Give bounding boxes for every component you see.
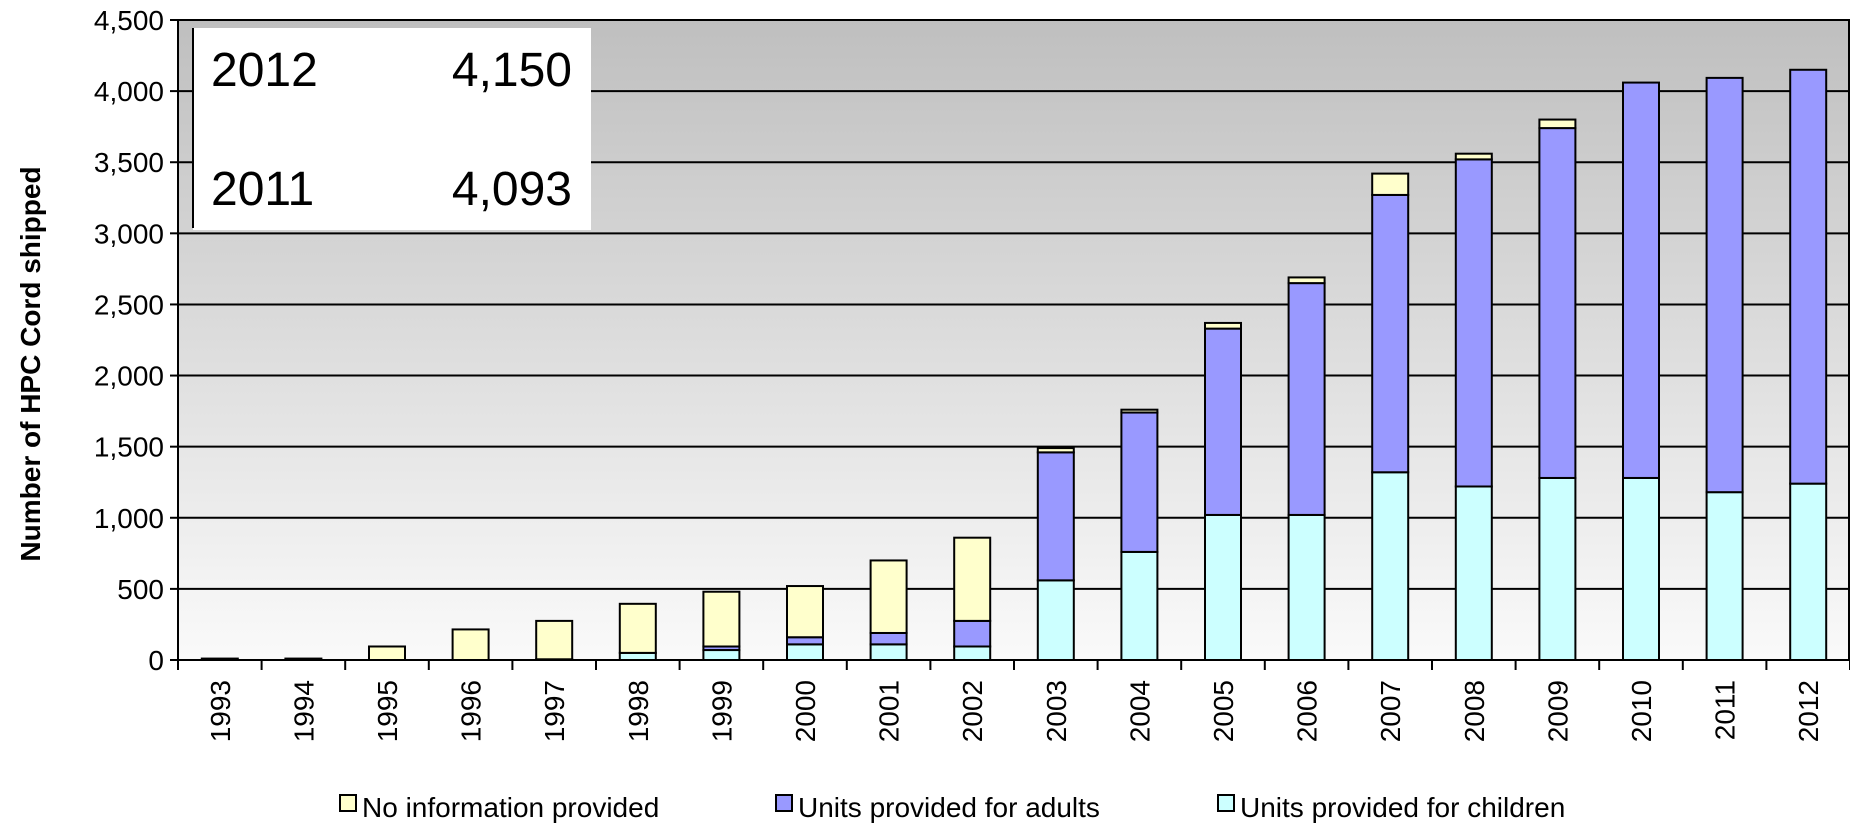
bar-segment (1371, 471, 1410, 661)
y-tick-label: 2,500 (94, 289, 164, 320)
x-tick-label: 1996 (456, 680, 487, 742)
x-tick-label: 2008 (1459, 680, 1490, 742)
bar-segment (1622, 476, 1660, 662)
bar-segment (368, 645, 406, 662)
legend-swatch (339, 794, 357, 812)
legend-swatch (1217, 794, 1235, 812)
inset-table: 2012 4,150 2011 4,093 (192, 28, 591, 230)
bar-segment (869, 559, 908, 634)
x-tick-label: 2001 (874, 680, 905, 742)
inset-value-2: 4,093 (452, 163, 572, 216)
y-tick-label: 2,000 (94, 361, 164, 392)
bar-segment (1204, 327, 1242, 516)
x-tick-labels: 1993 1994 1995 1996 1997 1998 1999 2000 2001 2002… (205, 680, 1824, 742)
bar-segment (1036, 451, 1075, 582)
y-axis-title: Number of HPC Cord shipped (15, 166, 46, 561)
bar-segment (953, 619, 992, 648)
bar-segment (1036, 579, 1075, 661)
bars (200, 68, 1828, 662)
bar-segment (953, 645, 992, 662)
bar-segment (535, 619, 574, 661)
bar-segment (1287, 282, 1326, 516)
y-tick-label: 500 (117, 574, 164, 605)
bar-segment (1705, 491, 1744, 661)
x-tick-label: 1998 (623, 680, 654, 742)
x-tick-label: 2003 (1041, 680, 1072, 742)
bar-segment (1789, 482, 1828, 661)
bar-segment (1538, 118, 1577, 130)
x-tick-label: 2010 (1626, 680, 1657, 742)
bar-segment (1204, 513, 1242, 662)
x-tick-label: 1997 (539, 680, 570, 742)
y-tick-label: 3,500 (94, 147, 164, 178)
bar-segment (1538, 127, 1577, 479)
legend: No information provided Units provided fo… (339, 792, 1565, 823)
bar-segment (1538, 476, 1577, 662)
bar-segment (1120, 411, 1159, 553)
x-tick-label: 1993 (205, 680, 236, 742)
legend-swatch (775, 794, 793, 812)
x-tick-label: 2000 (790, 680, 821, 742)
y-tick-label: 4,500 (94, 5, 164, 36)
bar-segment (1454, 158, 1493, 488)
bar-segment (869, 643, 908, 661)
bar-segment (1454, 485, 1493, 661)
bar-segment (786, 585, 824, 639)
bar-segment (1120, 550, 1159, 662)
bar-segment (1705, 76, 1744, 494)
x-tick-label: 2011 (1710, 680, 1741, 740)
x-tick-label: 1999 (706, 680, 737, 742)
bar-segment (953, 536, 992, 622)
bar-segment (1036, 447, 1075, 454)
x-tick-label: 2009 (1542, 680, 1573, 742)
bar-segment (451, 628, 490, 662)
inset-table-background (193, 28, 591, 230)
bar-segment (618, 651, 657, 662)
bar-segment (786, 636, 824, 646)
x-tick-label: 1994 (288, 680, 319, 742)
bar-segment (618, 602, 657, 654)
y-tick-label: 1,000 (94, 503, 164, 534)
bar-segment (1287, 276, 1326, 285)
y-tick-label: 1,500 (94, 432, 164, 463)
y-tick-labels: 0 500 1,000 1,500 2,000 2,500 3,000 3,500 4,000 4… (94, 5, 164, 676)
x-tick-label: 2002 (957, 680, 988, 742)
y-tick-label: 3,000 (94, 218, 164, 249)
bar-segment (786, 643, 824, 661)
bar-segment (1454, 152, 1493, 161)
x-tick-label: 2007 (1375, 680, 1406, 742)
x-tick-label: 2004 (1124, 680, 1155, 742)
x-tick-label: 1995 (372, 680, 403, 742)
legend-label: No information provided (362, 792, 659, 823)
inset-year-2: 2011 (211, 163, 314, 216)
axes (170, 19, 1850, 670)
bar-segment (1287, 513, 1326, 662)
bar-segment (1204, 321, 1242, 330)
bar-segment (1120, 408, 1159, 414)
bar-segment (1371, 172, 1410, 196)
x-tick-label: 2005 (1208, 680, 1239, 742)
legend-label: Units provided for children (1240, 792, 1565, 823)
bar-segment (869, 631, 908, 646)
bar-segment (702, 649, 741, 661)
bar-segment (1789, 68, 1828, 485)
x-tick-label: 2006 (1292, 680, 1323, 742)
bar-segment (1622, 81, 1660, 479)
y-tick-label: 0 (148, 645, 164, 676)
inset-year-1: 2012 (211, 44, 318, 97)
inset-value-1: 4,150 (452, 44, 572, 97)
y-tick-label: 4,000 (94, 76, 164, 107)
bar-segment (1371, 193, 1410, 474)
legend-label: Units provided for adults (798, 792, 1100, 823)
bar-segment (702, 590, 741, 648)
x-tick-label: 2012 (1793, 680, 1824, 742)
